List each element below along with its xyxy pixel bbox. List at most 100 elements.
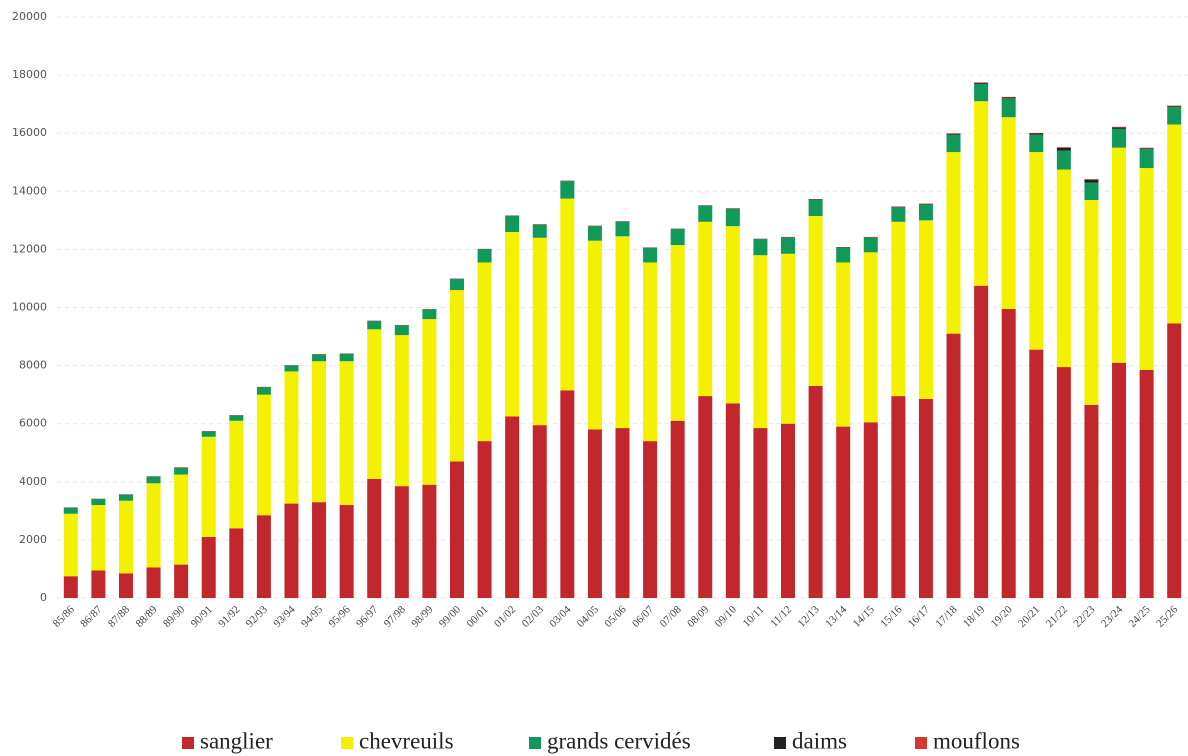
bar-segment [91,505,106,571]
bar-segment [891,221,906,397]
x-tick-label: 11/12 [768,604,794,630]
x-tick-label: 87/88 [106,603,133,630]
y-tick-label: 10000 [12,301,47,314]
y-tick-label: 14000 [12,184,47,197]
bar-segment [836,247,851,263]
y-tick-label: 2000 [19,533,47,546]
bar-segment [532,237,547,426]
x-tick-label: 17/18 [933,603,960,630]
x-tick-label: 08/09 [685,603,712,630]
bar-segment [670,229,685,246]
bar-segment [1139,168,1154,370]
bar-segment [725,226,740,404]
bar-segment [449,290,464,462]
bar-segment [587,429,602,598]
bar-segment [477,249,492,263]
x-tick-label: 10/11 [741,604,767,630]
bar-segment [1029,349,1044,598]
bar-segment [174,467,189,475]
bar-segment [174,474,189,565]
bar-segment [863,237,878,253]
bar-segment [1001,96,1016,98]
bar-segment [1056,147,1071,151]
bar-segment [118,573,133,598]
x-tick-label: 06/07 [630,603,657,630]
x-tick-label: 01/02 [492,604,518,630]
bar-segment [643,247,658,263]
bar-segment [863,422,878,598]
bar-segment [284,365,299,372]
bar-segment [643,441,658,598]
bar-segment [1084,404,1099,598]
bar-segment [146,476,161,484]
bar-segment [229,420,244,529]
y-tick-label: 6000 [19,417,47,430]
x-tick-label: 15/16 [878,603,905,630]
x-tick-label: 25/26 [1154,603,1181,630]
bar-segment [394,486,409,598]
bar-segment [229,415,244,421]
x-tick-label: 18/19 [961,603,988,630]
x-tick-label: 86/87 [78,603,105,630]
bar-segment [698,205,713,222]
bar-segment [394,335,409,487]
x-tick-label: 16/17 [906,603,933,630]
x-tick-label: 95/96 [327,603,354,630]
x-tick-label: 02/03 [520,603,547,630]
bar-segment [560,181,575,199]
bar-segment [91,570,106,598]
bar-segment [615,236,630,429]
bar-segment [836,426,851,598]
bar-segment [946,333,961,598]
bar-segment [891,206,906,208]
x-tick-label: 91/92 [216,604,242,630]
bar-segment [1056,367,1071,598]
x-tick-label: 89/90 [161,603,188,630]
bar-segment [477,262,492,442]
bar-segment [918,399,933,598]
bar-segment [284,503,299,598]
y-tick-label: 12000 [12,242,47,255]
bar-segment [836,262,851,427]
bar-segment [946,134,961,153]
bar-segment [781,237,796,238]
bar-segment [891,207,906,222]
x-tick-label: 13/14 [823,603,850,630]
x-tick-label: 19/20 [989,603,1016,630]
bar-segment [974,82,989,83]
legend-swatch [774,737,786,749]
bar-segment [670,420,685,598]
bar-segment [1001,98,1016,118]
bar-segment [1112,126,1127,128]
bar-segment [339,505,354,598]
legend-label: daims [792,728,847,753]
x-tick-label: 00/01 [464,604,490,630]
bar-segment [615,221,630,237]
bar-segment [367,329,382,479]
bar-segment [201,431,216,437]
bar-segment [974,285,989,598]
bar-segment [174,564,189,598]
bar-segment [808,200,823,216]
x-tick-label: 09/10 [713,603,740,630]
bar-segment [367,478,382,598]
bar-segment [1029,134,1044,153]
bar-segment [422,484,437,598]
bar-segment [1001,117,1016,309]
bar-segment [312,502,327,598]
x-tick-label: 24/25 [1127,603,1154,630]
bar-segment [63,513,78,577]
bar-segment [63,576,78,598]
bar-segment [725,403,740,598]
bar-segment [808,385,823,598]
bar-segment [505,231,520,417]
bar-segment [836,247,851,248]
x-tick-label: 94/95 [299,603,326,630]
bar-segment [918,204,933,221]
bar-segment [118,494,133,501]
y-tick-label: 20000 [12,10,47,23]
bar-segment [284,371,299,504]
x-tick-label: 07/08 [658,603,685,630]
x-tick-label: 12/13 [796,603,823,630]
